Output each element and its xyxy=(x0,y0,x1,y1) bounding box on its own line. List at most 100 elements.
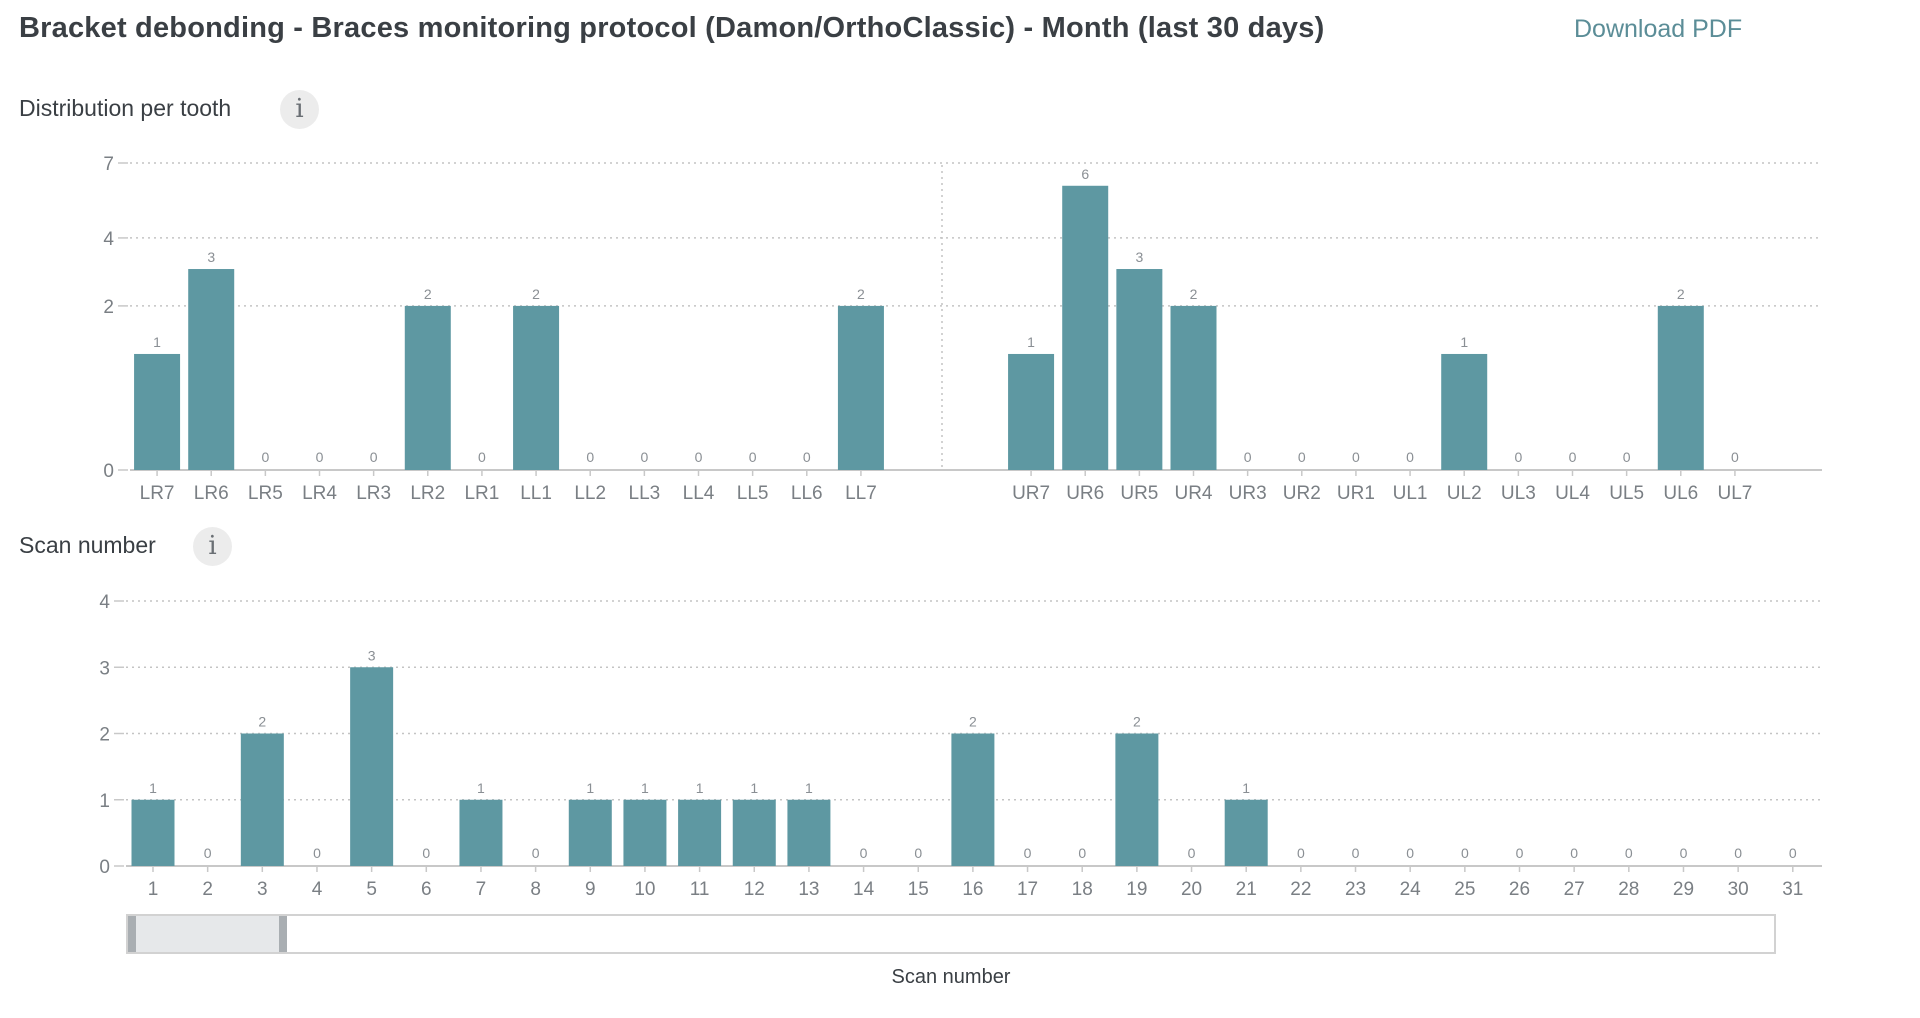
x-tick-label: 26 xyxy=(1509,879,1530,900)
y-tick-label: 0 xyxy=(99,857,110,878)
x-tick-label: LL1 xyxy=(520,483,552,504)
bar xyxy=(1170,305,1217,470)
download-pdf-link[interactable]: Download PDF xyxy=(1574,15,1743,43)
data-label: 1 xyxy=(1027,334,1035,350)
data-label: 0 xyxy=(204,845,212,861)
data-label: 0 xyxy=(478,449,486,465)
x-tick-label: 5 xyxy=(366,879,377,900)
data-label: 0 xyxy=(1078,845,1086,861)
data-label: 1 xyxy=(149,780,157,796)
x-tick-label: 16 xyxy=(962,879,983,900)
data-label: 0 xyxy=(860,845,868,861)
bar xyxy=(1115,733,1159,866)
bar xyxy=(732,799,776,866)
data-label: 0 xyxy=(914,845,922,861)
x-tick-label: 27 xyxy=(1564,879,1585,900)
bar xyxy=(134,353,181,470)
data-label: 2 xyxy=(969,714,977,730)
data-label: 0 xyxy=(1516,845,1524,861)
data-label: 2 xyxy=(1133,714,1141,730)
bar xyxy=(513,305,560,470)
x-tick-label: LL7 xyxy=(845,483,877,504)
bar xyxy=(188,269,235,470)
x-tick-label: 7 xyxy=(476,879,487,900)
y-tick-label: 7 xyxy=(103,154,114,175)
data-label: 0 xyxy=(1244,449,1252,465)
data-label: 0 xyxy=(1734,845,1742,861)
x-tick-label: UR1 xyxy=(1337,483,1375,504)
x-tick-label: 3 xyxy=(257,879,268,900)
y-tick-label: 1 xyxy=(99,791,110,812)
slider-handle-left[interactable] xyxy=(128,916,136,952)
data-label: 0 xyxy=(803,449,811,465)
x-tick-label: 31 xyxy=(1782,879,1803,900)
bar xyxy=(1224,799,1268,866)
bar xyxy=(1062,185,1109,470)
y-tick-label: 3 xyxy=(99,658,110,679)
x-tick-label: UR4 xyxy=(1174,483,1212,504)
data-label: 0 xyxy=(316,449,324,465)
range-slider[interactable] xyxy=(126,914,1776,954)
x-tick-label: 2 xyxy=(202,879,213,900)
data-label: 0 xyxy=(1789,845,1797,861)
data-label: 2 xyxy=(424,286,432,302)
data-label: 0 xyxy=(261,449,269,465)
data-label: 0 xyxy=(749,449,757,465)
slider-window[interactable] xyxy=(128,916,288,952)
scan-chart-title: Scan number xyxy=(19,532,156,558)
bar xyxy=(678,799,722,866)
data-label: 0 xyxy=(1570,845,1578,861)
data-label: 0 xyxy=(1680,845,1688,861)
data-label: 0 xyxy=(640,449,648,465)
x-tick-label: LR1 xyxy=(464,483,499,504)
data-label: 0 xyxy=(1623,449,1631,465)
x-tick-label: 1 xyxy=(148,879,159,900)
bar xyxy=(1116,269,1163,470)
data-label: 0 xyxy=(1625,845,1633,861)
data-label: 0 xyxy=(1024,845,1032,861)
bar xyxy=(837,305,884,470)
data-label: 2 xyxy=(857,286,865,302)
data-label: 0 xyxy=(532,845,540,861)
bar xyxy=(568,799,612,866)
bar xyxy=(240,733,284,866)
x-tick-label: LL2 xyxy=(574,483,606,504)
x-tick-label: UL7 xyxy=(1717,483,1752,504)
x-tick-label: 10 xyxy=(634,879,655,900)
bar xyxy=(623,799,667,866)
x-tick-label: UL3 xyxy=(1501,483,1536,504)
y-tick-label: 4 xyxy=(99,592,110,613)
y-tick-label: 2 xyxy=(99,725,110,746)
data-label: 0 xyxy=(1298,449,1306,465)
x-tick-label: 4 xyxy=(312,879,323,900)
data-label: 0 xyxy=(1406,449,1414,465)
data-label: 1 xyxy=(1242,780,1250,796)
data-label: 1 xyxy=(696,780,704,796)
x-tick-label: 14 xyxy=(853,879,875,900)
x-tick-label: UR2 xyxy=(1283,483,1321,504)
x-tick-label: 8 xyxy=(530,879,541,900)
data-label: 0 xyxy=(695,449,703,465)
x-tick-label: UR5 xyxy=(1120,483,1158,504)
data-label: 0 xyxy=(1731,449,1739,465)
data-label: 0 xyxy=(1514,449,1522,465)
info-icon[interactable]: i xyxy=(280,90,319,129)
x-tick-label: LR5 xyxy=(248,483,283,504)
data-label: 1 xyxy=(477,780,485,796)
x-tick-label: 6 xyxy=(421,879,432,900)
x-tick-label: 12 xyxy=(744,879,765,900)
x-tick-label: LR6 xyxy=(194,483,229,504)
x-tick-label: 19 xyxy=(1126,879,1147,900)
x-tick-label: UR7 xyxy=(1012,483,1050,504)
slider-handle-right[interactable] xyxy=(279,916,288,952)
data-label: 0 xyxy=(1461,845,1469,861)
x-tick-label: UL6 xyxy=(1663,483,1698,504)
info-icon[interactable]: i xyxy=(193,527,232,566)
x-tick-label: 13 xyxy=(798,879,819,900)
bar xyxy=(787,799,831,866)
x-tick-label: 29 xyxy=(1673,879,1694,900)
x-tick-label: LL5 xyxy=(737,483,769,504)
x-tick-label: UL4 xyxy=(1555,483,1590,504)
x-tick-label: LR7 xyxy=(140,483,175,504)
x-tick-label: 23 xyxy=(1345,879,1366,900)
